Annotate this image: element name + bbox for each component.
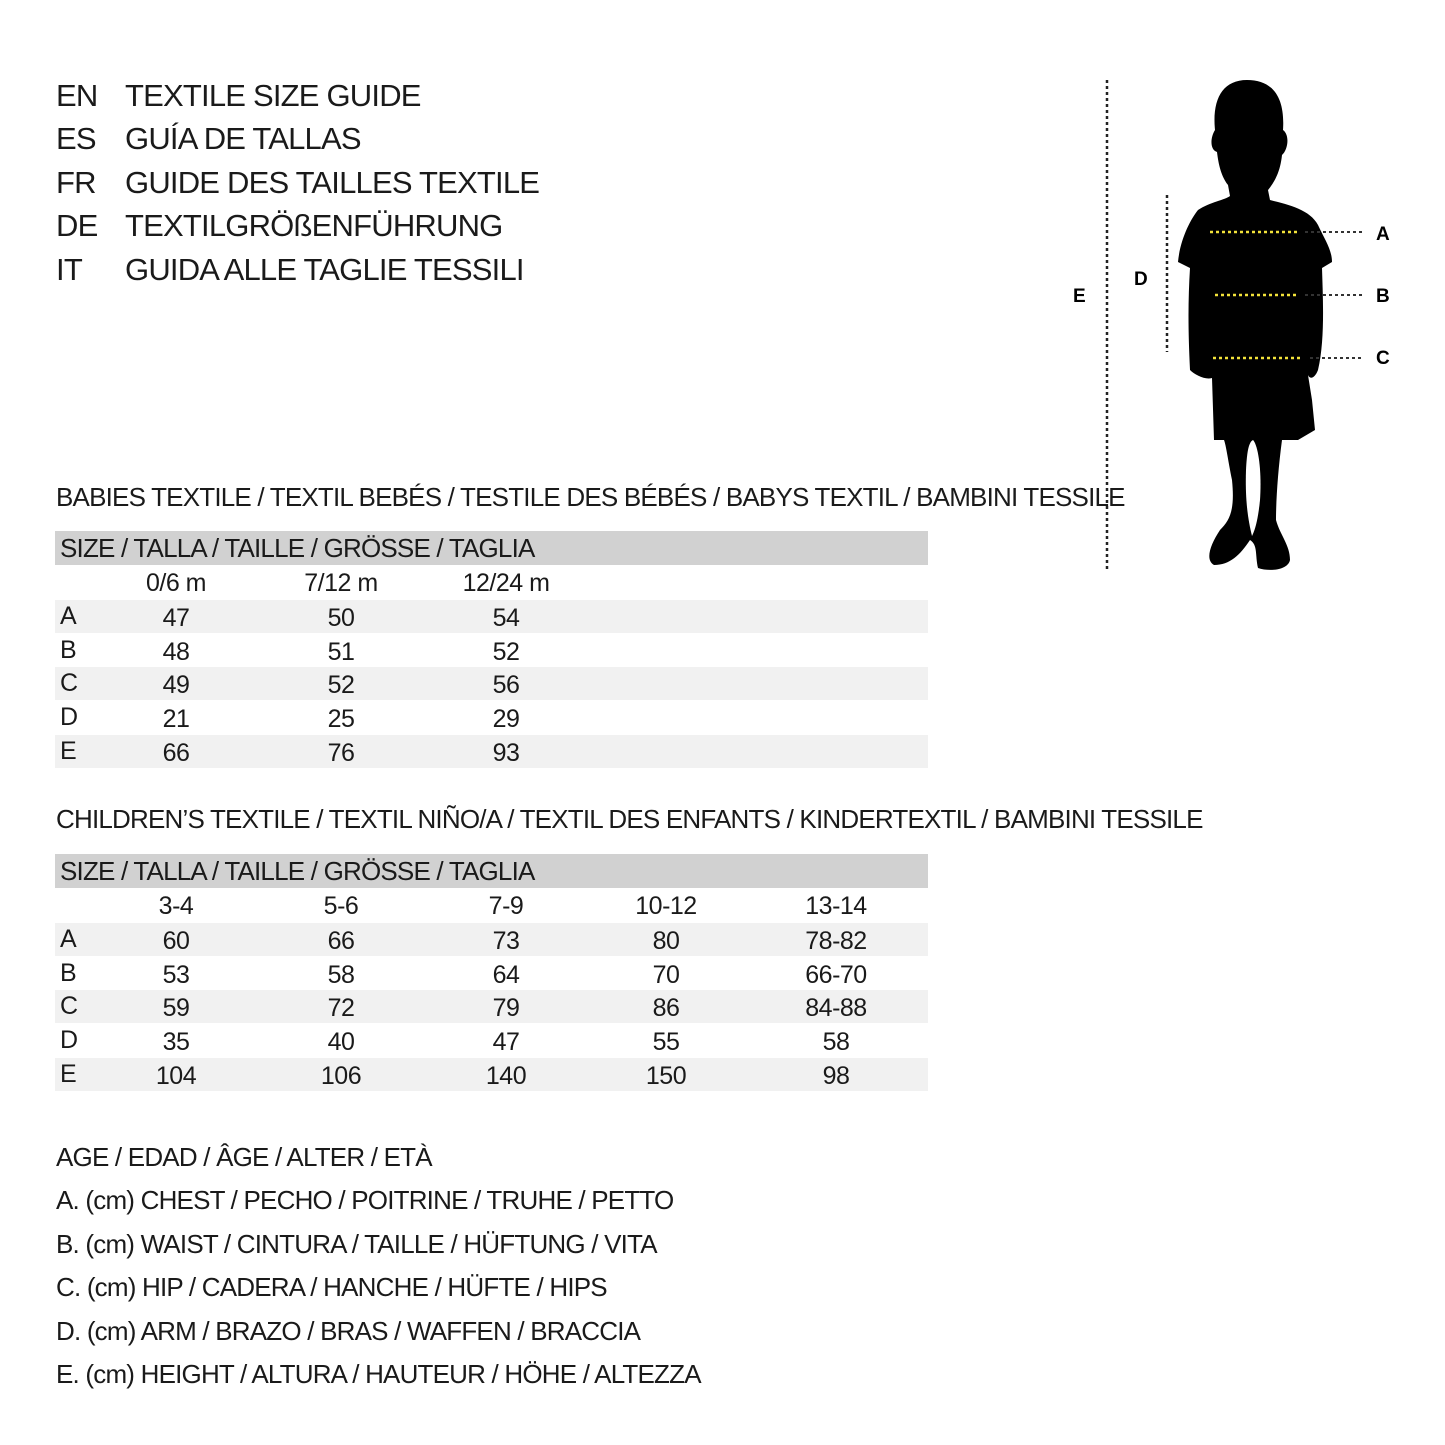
table-row: A (55, 600, 928, 633)
table-row: E (55, 734, 928, 768)
table-cell: 79 (492, 994, 520, 1023)
language-code: IT (56, 251, 83, 287)
table-cell: 29 (492, 705, 520, 734)
table-cell: 84-88 (805, 994, 867, 1023)
table-cell: 98 (822, 1061, 850, 1090)
table-cell: 66-70 (805, 960, 867, 989)
size-header-bar (55, 531, 928, 565)
table-cell: 72 (327, 994, 355, 1023)
table-cell: 106 (320, 1061, 362, 1090)
table-cell: 80 (652, 927, 680, 955)
table-row: B (55, 634, 928, 667)
column-header: 13-14 (805, 892, 867, 920)
table-cell: 21 (162, 705, 190, 734)
row-label: E (60, 736, 77, 765)
table-cell: 35 (162, 1028, 190, 1057)
table-cell: 60 (162, 927, 190, 955)
table-cell: 55 (652, 1028, 680, 1057)
table-cell: 48 (162, 637, 190, 666)
table-cell: 49 (162, 671, 190, 700)
language-title: GUIDA ALLE TAGLIE TESSILI (125, 251, 525, 287)
babies-section-title: BABIES TEXTILE / TEXTIL BEBÉS / TESTILE … (56, 482, 1126, 512)
language-code: ES (56, 121, 97, 157)
size-header-label: SIZE / TALLA / TAILLE / GRÖSSE / TAGLIA (60, 533, 535, 563)
table-cell: 52 (327, 671, 355, 700)
table-row: D (55, 1024, 928, 1057)
language-code: FR (56, 164, 97, 200)
language-title: TEXTILE SIZE GUIDE (125, 78, 421, 113)
table-cell: 70 (652, 960, 680, 989)
table-cell: 104 (155, 1061, 197, 1090)
row-label: D (60, 1026, 79, 1055)
language-title: GUÍA DE TALLAS (125, 121, 362, 157)
table-cell: 64 (492, 960, 520, 989)
table-cell: 58 (327, 960, 355, 989)
table-cell: 73 (492, 927, 520, 955)
table-cell: 66 (162, 738, 190, 767)
table-cell: 78-82 (805, 927, 867, 955)
table-cell: 93 (492, 738, 520, 767)
column-header: 7/12 m (304, 569, 378, 597)
row-label: A (60, 925, 77, 953)
column-header: 12/24 m (462, 569, 550, 597)
row-label: A (60, 602, 77, 630)
table-row: D (55, 701, 928, 734)
legend-line: A. (cm) CHEST / PECHO / POITRINE / TRUHE… (56, 1185, 674, 1216)
legend-line: C. (cm) HIP / CADERA / HANCHE / HÜFTE / … (56, 1272, 608, 1303)
table-cell: 52 (492, 637, 520, 666)
table-cell: 50 (327, 604, 355, 632)
table-cell: 140 (485, 1061, 527, 1090)
child-silhouette (1178, 80, 1332, 570)
label-b: B (1376, 286, 1390, 307)
table-cell: 51 (327, 637, 355, 666)
table-cell: 58 (822, 1028, 850, 1057)
table-cell: 40 (327, 1028, 355, 1057)
table-row: C (55, 667, 928, 701)
label-c: C (1376, 348, 1390, 369)
legend-line: AGE / EDAD / ÂGE / ALTER / ETÀ (56, 1142, 433, 1172)
table-cell: 150 (645, 1061, 687, 1090)
row-label: B (60, 958, 77, 987)
row-label: C (60, 992, 79, 1021)
table-cell: 47 (162, 604, 190, 632)
table-cell: 86 (652, 994, 680, 1023)
table-cell: 53 (162, 960, 190, 989)
column-header: 3-4 (158, 892, 194, 920)
table-cell: 56 (492, 671, 520, 700)
row-label: D (60, 703, 79, 732)
table-row: B (55, 957, 928, 990)
size-header-label: SIZE / TALLA / TAILLE / GRÖSSE / TAGLIA (60, 856, 535, 886)
label-e: E (1073, 286, 1086, 307)
legend-line: E. (cm) HEIGHT / ALTURA / HAUTEUR / HÖHE… (56, 1359, 702, 1389)
column-header: 0/6 m (145, 569, 207, 597)
children-section-title: CHILDREN’S TEXTILE / TEXTIL NIÑO/A / TEX… (56, 804, 1203, 834)
table-cell: 47 (492, 1028, 520, 1057)
table-cell: 76 (327, 738, 355, 767)
legend-line: D. (cm) ARM / BRAZO / BRAS / WAFFEN / BR… (56, 1315, 641, 1346)
language-code: DE (56, 208, 98, 244)
column-header: 10-12 (635, 892, 697, 920)
table-cell: 66 (327, 927, 355, 955)
legend-line: B. (cm) WAIST / CINTURA / TAILLE / HÜFTU… (56, 1228, 658, 1259)
language-title: GUIDE DES TAILLES TEXTILE (125, 164, 540, 200)
table-row: C (55, 990, 928, 1024)
language-title: TEXTILGRÖßENFÜHRUNG (125, 208, 503, 244)
label-d: D (1134, 269, 1148, 290)
language-code: EN (56, 78, 98, 113)
size-header-bar (55, 854, 928, 888)
column-header: 5-6 (323, 892, 359, 920)
table-cell: 59 (162, 994, 190, 1023)
table-row: E (55, 1057, 928, 1091)
table-cell: 54 (492, 604, 520, 632)
table-row: A (55, 923, 928, 956)
label-a: A (1376, 224, 1390, 245)
row-label: E (60, 1059, 77, 1088)
column-header: 7-9 (488, 892, 524, 920)
row-label: B (60, 635, 77, 664)
table-cell: 25 (327, 705, 355, 734)
row-label: C (60, 669, 79, 698)
